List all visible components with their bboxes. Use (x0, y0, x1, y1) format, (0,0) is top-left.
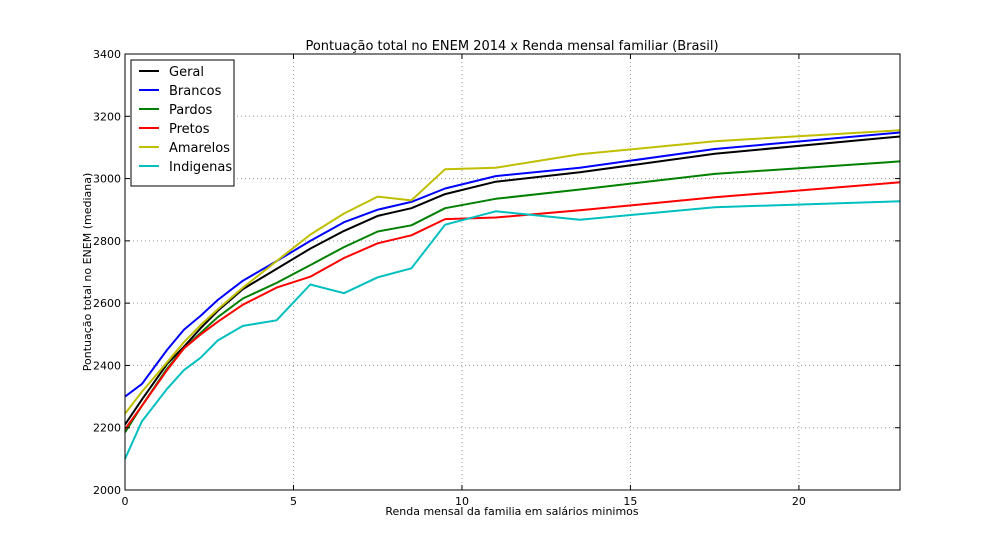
series-line-geral (124, 135, 901, 426)
series-line-amarelos (124, 129, 901, 415)
y-tick-label: 3400 (93, 48, 121, 61)
x-tick-label: 0 (122, 495, 129, 508)
series-line-pardos (124, 160, 901, 433)
y-tick-label: 2000 (93, 484, 121, 497)
legend: Geral Brancos Pardos Pretos Amarelos Indigena… (130, 59, 235, 187)
x-tick-label: 15 (623, 495, 637, 508)
series-layer (124, 129, 901, 460)
chart-title: Pontuação total no ENEM 2014 x Renda men… (305, 39, 718, 54)
y-axis-label: Pontuação total no ENEM (mediana) (81, 173, 94, 372)
legend-label: Amarelos (169, 141, 230, 156)
x-tick-label: 10 (455, 495, 469, 508)
x-tick-label: 20 (792, 495, 806, 508)
plot-frame (124, 53, 901, 491)
legend-label: Indigenas (169, 160, 232, 175)
legend-label: Geral (169, 65, 204, 80)
y-tick-label: 3200 (93, 110, 121, 123)
y-tick-label: 3000 (93, 173, 121, 186)
legend-label: Pretos (169, 122, 210, 137)
y-tick-label: 2200 (93, 422, 121, 435)
x-tick-label: 5 (290, 495, 297, 508)
tick-layer: 0 5 10 15 20 2000 2200 2400 2600 2800 3000 3200 3400 (93, 48, 900, 508)
y-tick-label: 2400 (93, 359, 121, 372)
y-tick-label: 2800 (93, 235, 121, 248)
grid-layer (125, 54, 900, 490)
series-line-pretos (124, 181, 901, 430)
y-tick-label: 2600 (93, 297, 121, 310)
legend-label: Pardos (169, 103, 213, 118)
legend-label: Brancos (169, 84, 222, 99)
x-axis-label: Renda mensal da familia em salários mini… (385, 505, 639, 518)
series-line-brancos (124, 131, 901, 398)
series-line-indigenas (124, 200, 901, 460)
